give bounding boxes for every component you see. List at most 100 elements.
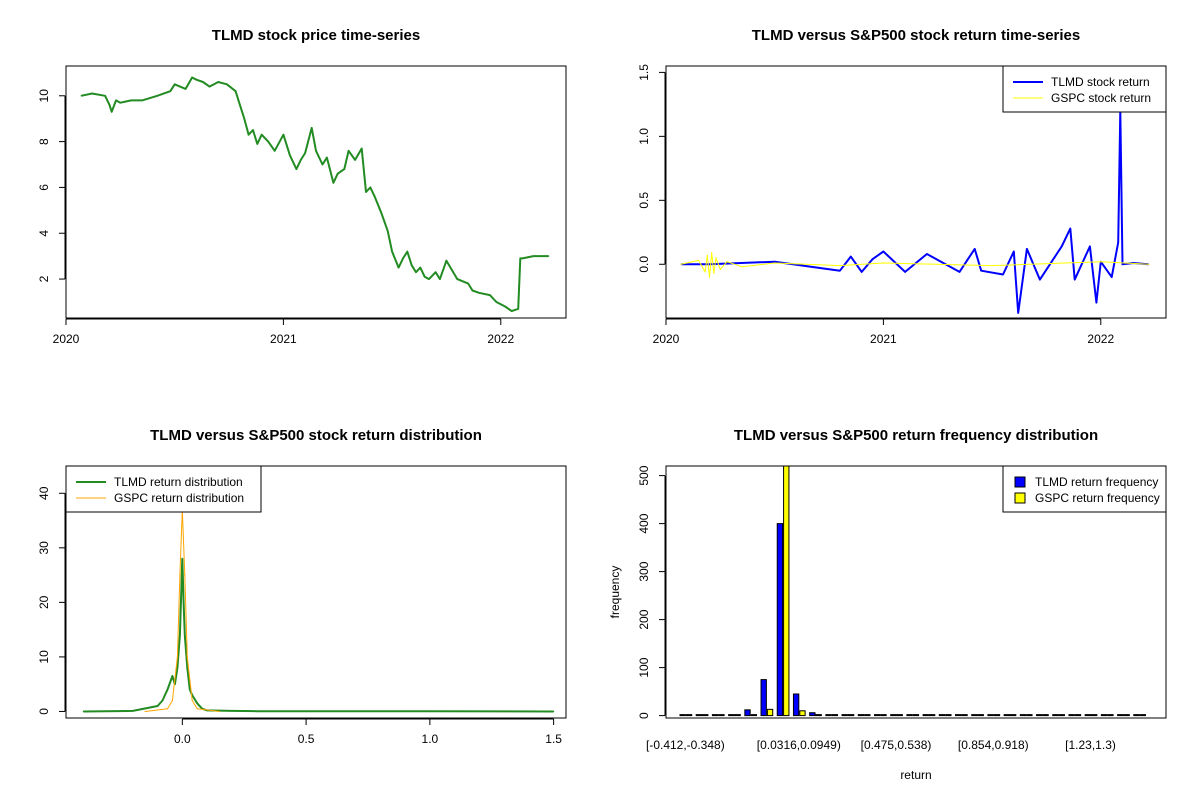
x-tick-label: [0.854,0.918) xyxy=(958,738,1029,752)
bar-tlmd xyxy=(744,709,751,717)
plot-frame xyxy=(665,465,1167,719)
bar-gspc xyxy=(815,714,822,717)
legend-box xyxy=(1002,65,1167,113)
bar-gspc xyxy=(831,714,839,717)
data-point xyxy=(354,159,356,161)
data-point xyxy=(184,88,187,90)
data-point xyxy=(217,81,219,83)
x-tick-label: 0.0 xyxy=(174,732,191,746)
y-tick-label: 1.0 xyxy=(637,128,651,145)
data-point xyxy=(374,195,376,198)
data-point xyxy=(184,574,186,576)
data-point xyxy=(1074,279,1076,281)
plot-frame xyxy=(65,465,567,719)
data-point xyxy=(304,152,306,154)
data-point xyxy=(321,163,324,166)
data-point xyxy=(882,250,884,253)
data-point xyxy=(445,260,448,262)
data-point xyxy=(196,702,198,704)
bar-tlmd xyxy=(1068,714,1075,717)
bar-tlmd xyxy=(711,714,719,717)
y-tick-label: 0 xyxy=(637,712,651,719)
bar-tlmd xyxy=(695,714,703,717)
data-point xyxy=(495,301,498,303)
data-point xyxy=(156,705,159,707)
data-point xyxy=(330,710,332,712)
data-point xyxy=(179,574,181,576)
bar-gspc xyxy=(961,714,968,717)
data-point xyxy=(511,310,513,312)
bar-gspc xyxy=(766,708,774,717)
data-point xyxy=(741,266,743,268)
y-tick-label: 300 xyxy=(637,561,651,581)
y-axis: 0.0 0.5 1.0 1.5 xyxy=(637,64,666,273)
bar-gspc xyxy=(912,714,920,717)
bar-tlmd xyxy=(1019,714,1027,717)
y-tick-label: 20 xyxy=(37,595,51,609)
data-point xyxy=(1111,276,1113,278)
data-point xyxy=(548,255,550,257)
data-point xyxy=(171,675,174,677)
data-point xyxy=(850,255,852,258)
y-tick-label: 400 xyxy=(637,513,651,533)
x-axis-label: return xyxy=(900,768,931,782)
data-point xyxy=(176,656,178,658)
data-point xyxy=(326,157,328,159)
bar-tlmd xyxy=(987,714,994,717)
x-tick-label: 2022 xyxy=(1087,332,1114,346)
legend-swatch xyxy=(1014,476,1026,488)
data-point xyxy=(186,667,188,669)
data-point xyxy=(111,111,113,113)
legend: TLMD stock return GSPC stock return xyxy=(1002,65,1167,113)
legend-label: GSPC stock return xyxy=(1051,91,1151,105)
data-point xyxy=(532,255,534,257)
data-point xyxy=(424,276,426,278)
y-axis: 0 100 200 300 400 500 frequency xyxy=(608,465,666,719)
data-point xyxy=(478,292,480,294)
data-point xyxy=(1026,248,1028,250)
data-point xyxy=(517,308,519,310)
data-point xyxy=(467,283,469,285)
bar-tlmd xyxy=(679,714,686,717)
bar-gspc xyxy=(734,714,741,717)
data-point xyxy=(519,257,521,260)
data-point xyxy=(132,710,134,712)
data-point xyxy=(166,708,169,710)
bar-gspc xyxy=(1139,714,1146,717)
data-point xyxy=(713,272,715,274)
x-axis: 2020 2021 2022 xyxy=(653,318,1114,346)
data-point xyxy=(406,250,408,253)
data-point xyxy=(226,83,228,85)
y-tick-label: 6 xyxy=(37,184,51,191)
data-point xyxy=(715,257,717,259)
data-point xyxy=(680,263,682,265)
data-point xyxy=(1069,227,1071,230)
data-point xyxy=(1148,263,1150,265)
data-point xyxy=(141,99,143,101)
data-point xyxy=(398,267,400,269)
data-point xyxy=(471,289,474,292)
bar-gspc xyxy=(1009,714,1017,717)
data-point xyxy=(191,699,193,702)
data-point xyxy=(726,261,728,263)
y-tick-label: 30 xyxy=(37,541,51,555)
y-tick-label: 0 xyxy=(37,708,51,715)
data-point xyxy=(706,254,708,256)
bar-tlmd xyxy=(776,523,784,717)
x-tick-label: [0.475,0.538) xyxy=(861,738,932,752)
data-point xyxy=(489,294,491,296)
data-point xyxy=(156,95,158,97)
data-point xyxy=(711,252,713,254)
data-point xyxy=(332,182,334,184)
x-tick-label: 2020 xyxy=(653,332,680,346)
y-tick-label: 0.0 xyxy=(637,256,651,273)
data-point xyxy=(415,271,417,273)
bar-tlmd xyxy=(841,714,848,717)
bar-gspc xyxy=(702,714,709,717)
data-point xyxy=(91,92,93,95)
legend-label: GSPC return distribution xyxy=(114,491,244,505)
data-point xyxy=(1100,261,1102,263)
data-point xyxy=(202,81,204,83)
data-point xyxy=(904,271,906,273)
